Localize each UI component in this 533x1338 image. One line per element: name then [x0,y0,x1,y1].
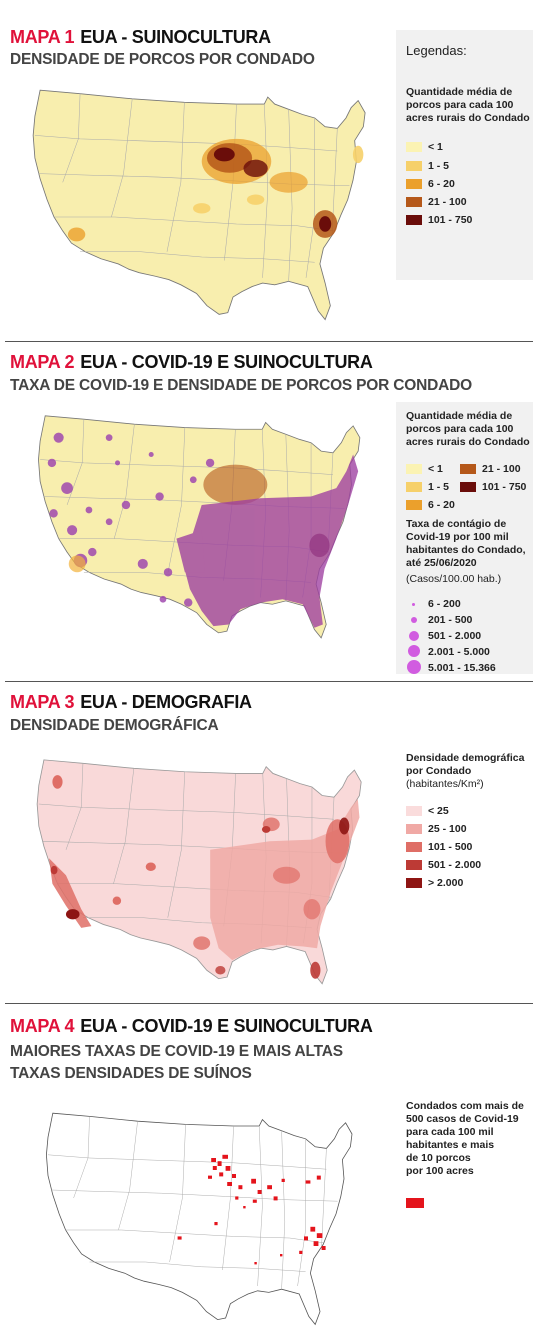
map4-number: MAPA 4 [10,1016,75,1036]
map2-panel: MAPA 2 EUA - COVID-19 E SUINOCULTURA TAXA… [0,342,533,680]
map3-density-areas [49,775,360,979]
map3-title: EUA - DEMOGRAFIA [80,692,252,712]
map4-panel: MAPA 4 EUA - COVID-19 E SUINOCULTURA MAIO… [0,1004,533,1338]
map1-subtitle: DENSIDADE DE PORCOS POR CONDADO [10,51,315,68]
map4-highlight-counties [177,1154,326,1265]
map3-swatch-3 [406,860,422,870]
map2-pig-swatch-4 [406,500,422,510]
map1-legend-heading: Quantidade média de porcos para cada 100… [406,86,530,124]
map3-swatch-1 [406,824,422,834]
map2-title: EUA - COVID-19 E SUINOCULTURA [80,352,373,372]
separator [5,341,533,342]
map2-us-map [38,415,361,639]
map2-covid-dot-0 [412,603,415,606]
map2-covid-dot-3 [408,645,420,657]
map2-covid-dot-1 [411,617,417,623]
map2-pig-swatch-3 [460,482,476,492]
map1-header: MAPA 1 EUA - SUINOCULTURA [10,27,271,48]
map4-subtitle: MAIORES TAXAS DE COVID-19 E MAIS ALTAS T… [10,1043,343,1082]
map1-panel: MAPA 1 EUA - SUINOCULTURA DENSIDADE DE PO… [0,0,533,340]
map1-number: MAPA 1 [10,27,75,47]
map2-number: MAPA 2 [10,352,75,372]
map1-swatch-3 [406,197,422,207]
map1-hog-clusters [67,138,364,242]
map2-header: MAPA 2 EUA - COVID-19 E SUINOCULTURA [10,352,373,373]
map3-subtitle: DENSIDADE DEMOGRÁFICA [10,717,219,734]
separator [5,681,533,682]
map2-pig-swatch-0 [406,464,422,474]
map2-legend-heading: Quantidade média de porcos para cada 100… [406,410,530,448]
map2-pig-swatch-2 [406,482,422,492]
map3-legend-heading: Densidade demográfica por Condado (habit… [406,752,525,790]
map3-number: MAPA 3 [10,692,75,712]
map1-swatch-1 [406,161,422,171]
map3-header: MAPA 3 EUA - DEMOGRAFIA [10,692,252,713]
map1-legend-title: Legendas: [406,43,467,58]
map3-swatch-0 [406,806,422,816]
map1-us-map [32,89,366,321]
map4-title: EUA - COVID-19 E SUINOCULTURA [80,1016,373,1036]
map4-header: MAPA 4 EUA - COVID-19 E SUINOCULTURA [10,1016,373,1037]
map1-swatch-0 [406,142,422,152]
map2-covid-area [176,454,359,628]
map2-pig-swatch-1 [460,464,476,474]
map3-panel: MAPA 3 EUA - DEMOGRAFIA DENSIDADE DEMOGRÁ… [0,682,533,1000]
map2-covid-units: (Casos/100.00 hab.) [406,573,502,585]
map1-swatch-2 [406,179,422,189]
map4-legend-swatch [406,1198,424,1208]
map2-covid-heading: Taxa de contágio de Covid-19 por 100 mil… [406,518,526,569]
map2-hog-spot [68,555,86,573]
map3-us-map [36,759,362,985]
map2-covid-dot-4 [407,660,421,674]
separator [5,1003,533,1004]
map2-legend-box [396,402,533,674]
map1-legend-box [396,30,533,280]
map3-swatch-4 [406,878,422,888]
map3-swatch-2 [406,842,422,852]
map2-subtitle: TAXA DE COVID-19 E DENSIDADE DE PORCOS P… [10,377,472,394]
map2-covid-dot-2 [409,631,419,641]
map4-legend-heading: Condados com mais de 500 casos de Covid-… [406,1100,524,1177]
map4-us-map [46,1112,353,1325]
map1-swatch-4 [406,215,422,225]
map1-title: EUA - SUINOCULTURA [80,27,271,47]
